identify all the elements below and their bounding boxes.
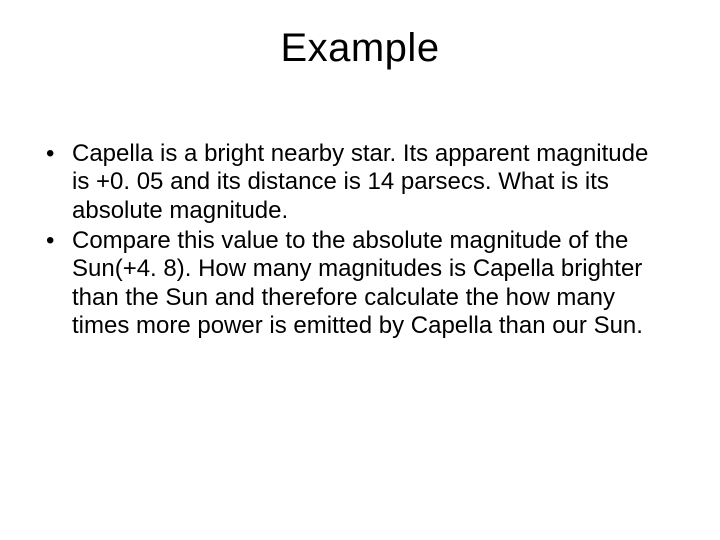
slide-body: Capella is a bright nearby star. Its app… <box>38 140 670 342</box>
list-item: Compare this value to the absolute magni… <box>38 227 670 340</box>
slide: Example Capella is a bright nearby star.… <box>0 0 720 540</box>
slide-title: Example <box>0 26 720 71</box>
list-item: Capella is a bright nearby star. Its app… <box>38 140 670 225</box>
bullet-list: Capella is a bright nearby star. Its app… <box>38 140 670 340</box>
